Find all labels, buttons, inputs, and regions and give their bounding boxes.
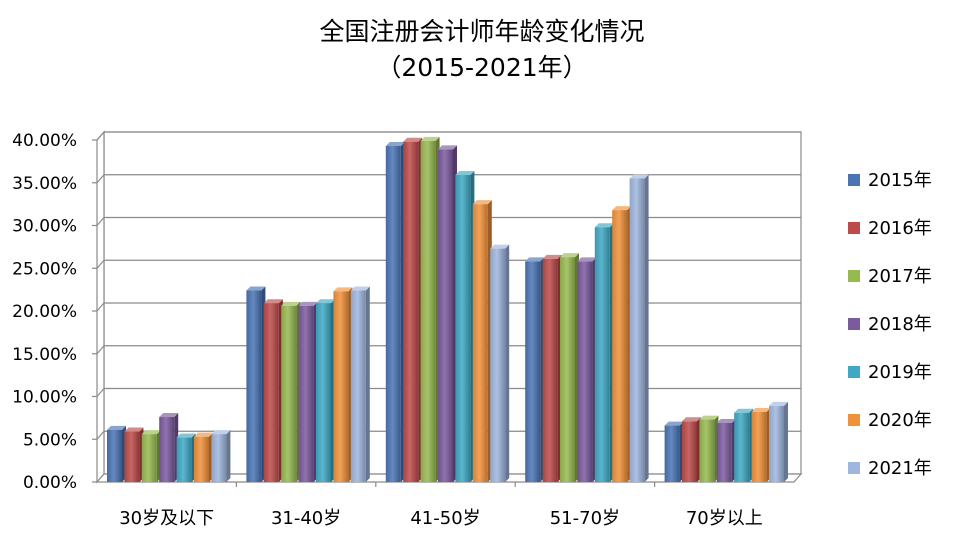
- gridline-side: [96, 217, 105, 226]
- y-tick-label: 10.00%: [12, 388, 77, 408]
- gridline-side: [96, 302, 105, 312]
- bar: [629, 174, 649, 482]
- bar: [141, 430, 161, 482]
- x-axis: 30岁及以下 31-40岁 41-50岁 51-70岁 70岁以上: [119, 482, 763, 529]
- y-tick-label: 25.00%: [12, 259, 77, 279]
- bar: [664, 421, 684, 482]
- gridline-side: [96, 388, 105, 397]
- gridline-side: [96, 430, 105, 440]
- bar: [281, 301, 301, 482]
- legend-swatch: [848, 462, 860, 474]
- legend-item: 2015年: [848, 170, 932, 191]
- bar: [594, 223, 614, 482]
- legend-item: 2021年: [848, 458, 932, 479]
- bar: [560, 253, 579, 482]
- bar: [263, 299, 283, 482]
- legend-item: 2020年: [848, 410, 932, 431]
- bar: [385, 141, 405, 483]
- y-tick-label: 30.00%: [12, 217, 77, 237]
- bar: [438, 145, 457, 482]
- bars: [107, 136, 788, 483]
- chart-title-block: 全国注册会计师年龄变化情况 （2015-2021年）: [0, 14, 964, 86]
- legend: 2015年 2016年 2017年 2018年 2019年 2020年 2021年: [848, 170, 932, 479]
- legend-item: 2018年: [848, 314, 932, 335]
- bar: [107, 425, 126, 482]
- legend-item: 2019年: [848, 362, 932, 383]
- gridline-side: [96, 131, 105, 141]
- y-tick-label: 20.00%: [12, 302, 77, 322]
- bar: [490, 244, 510, 482]
- legend-swatch: [848, 222, 860, 234]
- bar: [525, 257, 545, 482]
- bar: [316, 299, 335, 482]
- legend-label: 2015年: [868, 170, 932, 191]
- bar: [699, 415, 719, 482]
- chart-title: 全国注册会计师年龄变化情况: [319, 17, 645, 46]
- bar: [716, 419, 736, 482]
- x-category-label: 70岁以上: [686, 508, 763, 529]
- bar: [682, 417, 701, 482]
- bar: [472, 200, 492, 482]
- legend-label: 2018年: [868, 314, 932, 335]
- bar: [159, 413, 179, 482]
- bar: [455, 171, 475, 482]
- bar: [751, 407, 771, 482]
- bar: [194, 432, 213, 482]
- bar: [612, 206, 632, 483]
- bar: [734, 408, 754, 482]
- legend-swatch: [848, 366, 860, 378]
- legend-swatch: [848, 270, 860, 282]
- legend-label: 2021年: [868, 458, 932, 479]
- legend-swatch: [848, 174, 860, 186]
- legend-item: 2016年: [848, 218, 932, 239]
- legend-label: 2016年: [868, 218, 932, 239]
- bar: [769, 401, 788, 482]
- y-axis: 0.00% 5.00% 10.00% 15.00% 20.00% 25.00% 30.00%…: [12, 131, 97, 493]
- bar: [176, 433, 196, 482]
- x-category-label: 31-40岁: [271, 508, 341, 529]
- x-category-label: 30岁及以下: [119, 508, 214, 529]
- x-category-label: 51-70岁: [550, 508, 620, 529]
- chart-subtitle: （2015-2021年）: [376, 53, 588, 82]
- legend-swatch: [848, 318, 860, 330]
- bar: [333, 287, 353, 482]
- legend-label: 2019年: [868, 362, 932, 383]
- gridline-side: [96, 174, 105, 184]
- y-tick-label: 35.00%: [12, 174, 77, 194]
- bar: [246, 286, 266, 482]
- bar: [298, 301, 318, 482]
- bar: [211, 430, 231, 482]
- bar: [124, 427, 144, 482]
- bar: [350, 286, 370, 482]
- legend-label: 2017年: [868, 266, 932, 287]
- x-category-label: 41-50岁: [410, 508, 480, 529]
- y-tick-label: 5.00%: [23, 430, 77, 450]
- bar: [403, 137, 423, 482]
- legend-item: 2017年: [848, 266, 932, 287]
- bar: [577, 257, 597, 482]
- legend-swatch: [848, 414, 860, 426]
- bar: [420, 136, 440, 483]
- bar: [542, 254, 562, 482]
- y-tick-label: 15.00%: [12, 345, 77, 365]
- y-tick-label: 0.00%: [23, 473, 77, 493]
- gridline-side: [96, 345, 105, 355]
- gridline-side: [96, 259, 105, 269]
- y-tick-label: 40.00%: [12, 131, 77, 151]
- legend-label: 2020年: [868, 410, 932, 431]
